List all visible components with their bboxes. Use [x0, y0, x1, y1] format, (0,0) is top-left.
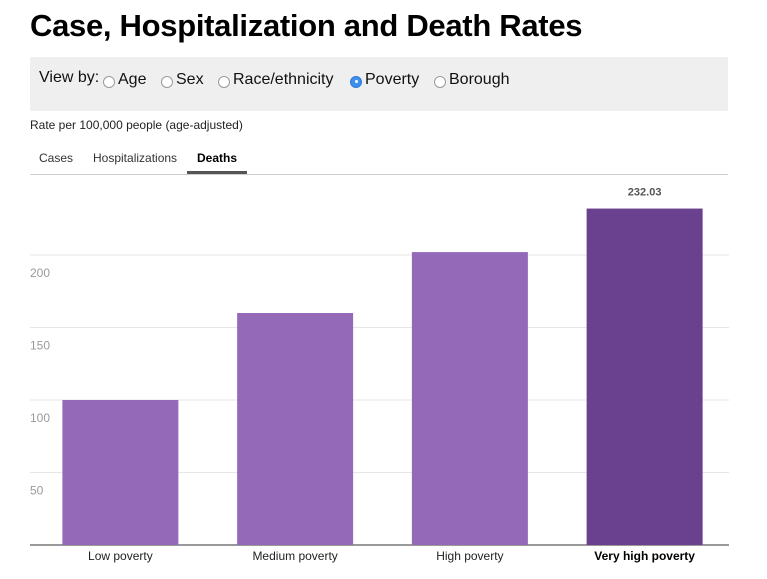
view-by-panel: View by: Age Sex Race/ethnicity Poverty … — [30, 57, 728, 111]
rate-subtitle: Rate per 100,000 people (age-adjusted) — [30, 118, 243, 132]
y-tick-label: 150 — [30, 339, 50, 353]
view-option-sex[interactable]: Sex — [161, 71, 204, 89]
view-option-age[interactable]: Age — [103, 71, 146, 89]
view-option-label: Poverty — [365, 71, 420, 88]
view-option-label: Borough — [449, 71, 510, 88]
page-title: Case, Hospitalization and Death Rates — [30, 8, 583, 43]
radio-sex[interactable] — [161, 75, 173, 88]
bar-high-poverty — [411, 252, 528, 545]
y-tick-label: 50 — [30, 484, 44, 498]
view-option-label: Race/ethnicity — [233, 71, 334, 88]
bar-low-poverty — [62, 400, 179, 545]
y-tick-label: 200 — [30, 266, 50, 280]
view-option-poverty[interactable]: Poverty — [350, 71, 419, 89]
radio-age[interactable] — [103, 75, 115, 88]
x-tick-label: High poverty — [436, 549, 503, 563]
bar-medium-poverty — [237, 313, 354, 545]
tab-cases[interactable]: Cases — [39, 151, 74, 165]
metric-tabs: Cases Hospitalizations Deaths — [30, 146, 728, 175]
x-tick-label: Medium poverty — [252, 549, 337, 563]
x-tick-label: Low poverty — [88, 549, 153, 563]
tab-deaths[interactable]: Deaths — [197, 151, 238, 165]
x-tick-label: Very high poverty — [594, 549, 695, 563]
active-tab-indicator — [187, 171, 247, 174]
y-tick-label: 100 — [30, 411, 50, 425]
view-option-race-ethnicity[interactable]: Race/ethnicity — [218, 71, 334, 89]
view-option-label: Sex — [176, 71, 204, 88]
radio-borough[interactable] — [434, 75, 446, 88]
view-option-label: Age — [118, 71, 147, 88]
bar-very-high-poverty — [586, 208, 703, 545]
tab-hospitalizations[interactable]: Hospitalizations — [93, 151, 178, 165]
radio-race-ethnicity[interactable] — [218, 75, 230, 88]
view-option-borough[interactable]: Borough — [434, 71, 510, 89]
bar-data-label: 232.03 — [628, 187, 662, 199]
radio-poverty[interactable] — [350, 75, 362, 88]
view-by-label: View by: — [39, 69, 100, 86]
